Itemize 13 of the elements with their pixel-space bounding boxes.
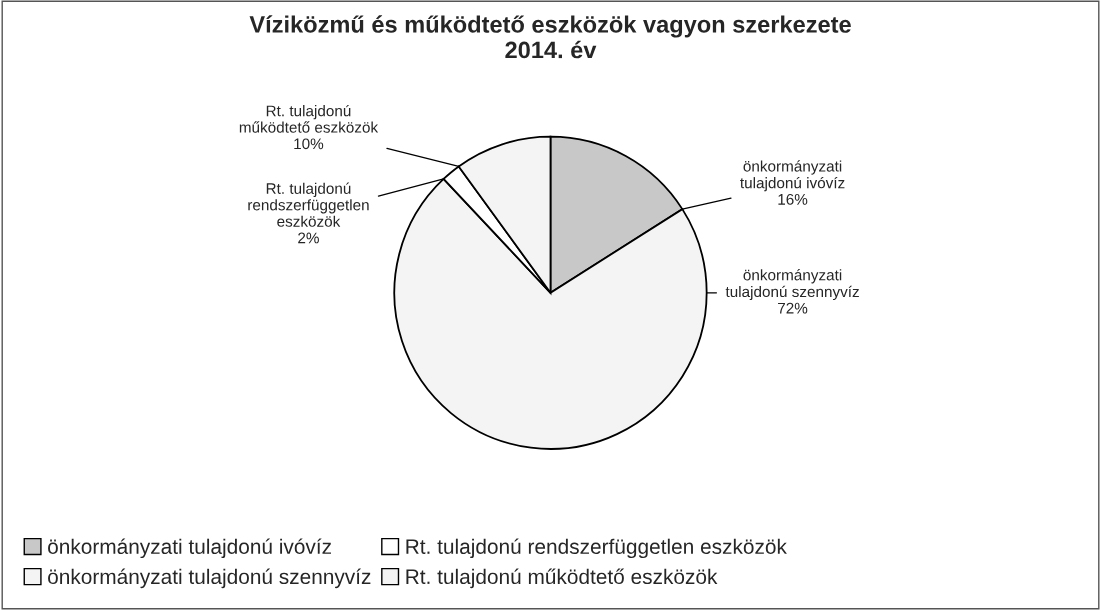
data-label: 72% [778, 302, 808, 314]
data-label: 16% [778, 193, 808, 205]
slice-label: önkormányzati tulajdonú szennyvíz [725, 269, 859, 301]
slice-label: önkormányzati tulajdonú ivóvíz [740, 160, 845, 192]
chart-title: Víziközmű és működtető eszközök vagyon szerkezete 2014. év [249, 15, 851, 59]
data-label: 2% [298, 232, 319, 244]
data-label: 10% [294, 138, 324, 150]
slice-label: Rt. tulajdonú működtető eszközök [239, 104, 379, 133]
legend-label: önkormányzati tulajdonú ivóvíz [48, 538, 331, 559]
legend-label: Rt. tulajdonú működtető eszközök [406, 568, 718, 589]
legend-label: Rt. tulajdonú rendszerfüggetlen eszközök [406, 538, 787, 559]
legend-label: önkormányzati tulajdonú szennyvíz [48, 568, 371, 589]
slice-label: Rt. tulajdonú rendszerfüggetlen eszközök [248, 182, 369, 227]
